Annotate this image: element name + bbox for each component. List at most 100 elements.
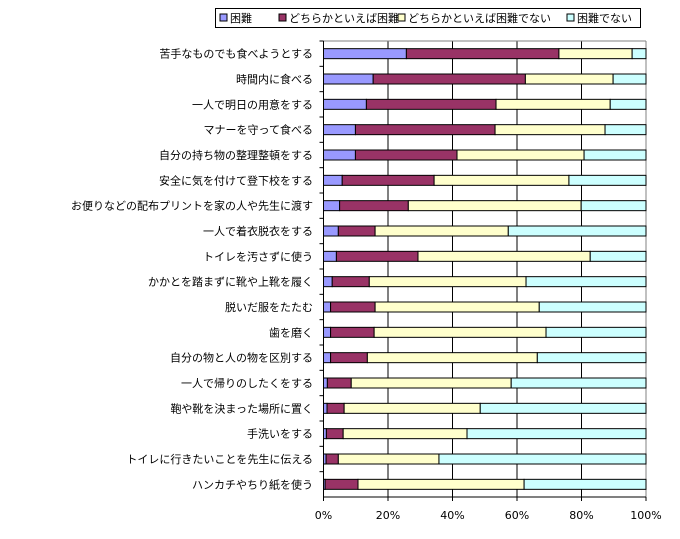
bar-segment-4 [612,73,647,85]
bar-segment-1 [323,200,341,212]
category-label: 一人で明日の用意をする [192,97,313,111]
bar-segment-1 [323,174,343,186]
bar-segment-3 [373,326,547,338]
bar-segment-3 [433,174,570,186]
bar-segment-4 [568,174,647,186]
bar-segment-2 [339,200,409,212]
bar-segment-4 [523,478,647,490]
x-tick-label: 60% [505,509,529,522]
plot-area [323,41,646,497]
bar-segment-4 [479,402,647,414]
bar-segment-4 [538,301,647,313]
x-tick-label: 40% [440,509,464,522]
bar-segment-4 [580,200,647,212]
category-label: 自分の持ち物の整理整頓をする [159,148,313,162]
bar-segment-3 [337,453,440,465]
category-label: かかとを踏まずに靴や上靴を履く [148,275,313,289]
bar-segment-4 [438,453,647,465]
category-label: 歯を磨く [269,326,313,339]
bar-segment-4 [589,250,647,262]
bar-segment-1 [323,124,356,136]
legend-swatch [397,13,406,22]
bar-segment-4 [510,377,647,389]
category-label: 苦手なものでも食べようとする [159,47,313,61]
bar-segment-3 [495,98,611,110]
bar-segment-4 [583,149,647,161]
legend-swatch [219,13,228,22]
bar-segment-3 [524,73,614,85]
bar-segment-2 [331,276,370,288]
bar-segment-3 [350,377,512,389]
x-tick-label: 100% [630,509,661,522]
category-label: ハンカチやちり紙を使う [192,477,313,491]
bar-segment-3 [374,225,509,237]
bar-segment-4 [604,124,647,136]
category-label: 脱いだ服をたたむ [225,300,313,314]
bar-segment-1 [323,225,339,237]
bar-segment-1 [323,73,374,85]
bar-segment-4 [545,326,647,338]
category-label: 安全に気を付けて登下校をする [159,173,313,187]
legend-label: 困難 [230,12,252,25]
bar-segment-3 [374,301,540,313]
category-label: 一人で帰りのしたくをする [181,377,313,390]
bar-segment-2 [372,73,526,85]
bar-segment-2 [325,453,339,465]
bar-segment-2 [325,428,344,440]
bar-segment-2 [330,301,376,313]
bar-segment-2 [354,124,496,136]
bar-segment-1 [323,98,367,110]
category-label: 鞄や靴を決まった場所に置く [170,401,313,415]
legend-swatch [278,13,287,22]
bar-segment-3 [407,200,582,212]
bar-segment-3 [357,478,525,490]
bar-segment-2 [326,402,345,414]
legend-label: どちらかといえば困難でない [408,12,551,25]
bar-segment-3 [368,276,527,288]
bar-segment-2 [354,149,458,161]
bar-segment-2 [330,352,368,364]
category-label: マナーを守って食べる [204,123,313,137]
bar-segment-2 [365,98,497,110]
bar-segment-4 [631,48,647,60]
bar-segment-1 [323,276,333,288]
bar-segment-2 [326,377,352,389]
bar-segment-3 [456,149,585,161]
legend-label: 困難でない [577,12,632,25]
category-label: 時間内に食べる [236,72,313,86]
bar-segment-4 [525,276,647,288]
category-label: トイレを汚さずに使う [203,250,313,263]
bar-segment-1 [323,326,332,338]
bar-segment-3 [417,250,591,262]
bar-segment-2 [324,478,359,490]
bar-segment-4 [609,98,647,110]
bar-segment-1 [323,149,356,161]
bar-segment-1 [323,301,332,313]
bar-segment-3 [558,48,633,60]
bar-segment-1 [323,250,337,262]
bar-segment-1 [323,48,407,60]
bar-segment-1 [323,402,328,414]
bar-segment-2 [341,174,435,186]
bar-segment-3 [494,124,606,136]
bar-segment-4 [466,428,647,440]
category-label: 一人で着衣脱衣をする [203,224,313,238]
bar-segment-4 [536,352,647,364]
bar-segment-3 [343,402,481,414]
category-label: 自分の物と人の物を区別する [170,351,313,365]
bar-segment-2 [337,225,376,237]
legend-swatch [566,13,575,22]
bar-segment-2 [335,250,419,262]
bar-segment-1 [323,352,332,364]
bar-segment-2 [405,48,560,60]
bar-segment-3 [366,352,538,364]
bar-segment-4 [507,225,647,237]
bar-segment-1 [323,377,328,389]
legend-label: どちらかといえば困難 [289,12,399,25]
x-tick-label: 20% [376,509,400,522]
category-label: お便りなどの配布プリントを家の人や先生に渡す [71,199,313,213]
x-tick-label: 0% [315,509,332,522]
bar-segment-2 [330,326,375,338]
bar-segment-3 [342,428,468,440]
